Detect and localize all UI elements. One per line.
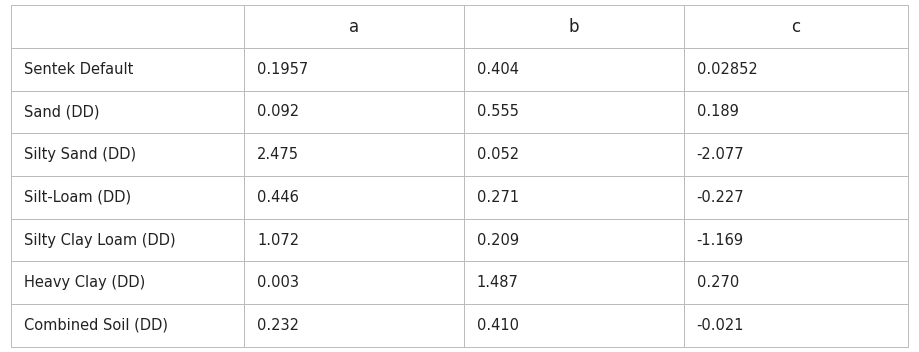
- Text: 0.232: 0.232: [257, 318, 299, 333]
- Text: 0.404: 0.404: [477, 62, 519, 77]
- Bar: [244, 48, 464, 91]
- Text: -0.227: -0.227: [697, 190, 744, 205]
- Bar: [684, 5, 908, 48]
- Text: 0.092: 0.092: [257, 105, 300, 119]
- Text: 0.446: 0.446: [257, 190, 299, 205]
- Text: a: a: [349, 18, 359, 36]
- Bar: [11, 48, 244, 91]
- Bar: [464, 48, 684, 91]
- Bar: [11, 176, 244, 219]
- Text: -0.021: -0.021: [697, 318, 744, 333]
- Bar: [464, 133, 684, 176]
- Bar: [464, 91, 684, 133]
- Text: 0.1957: 0.1957: [257, 62, 309, 77]
- Bar: [244, 91, 464, 133]
- Text: c: c: [791, 18, 800, 36]
- Bar: [244, 133, 464, 176]
- Bar: [244, 5, 464, 48]
- Bar: [684, 133, 908, 176]
- Bar: [464, 261, 684, 304]
- Bar: [11, 219, 244, 261]
- Text: -1.169: -1.169: [697, 233, 743, 247]
- Text: 1.487: 1.487: [477, 275, 518, 290]
- Bar: [244, 261, 464, 304]
- Bar: [464, 5, 684, 48]
- Bar: [11, 91, 244, 133]
- Bar: [464, 176, 684, 219]
- Bar: [684, 91, 908, 133]
- Bar: [244, 176, 464, 219]
- Text: Sentek Default: Sentek Default: [24, 62, 133, 77]
- Bar: [464, 219, 684, 261]
- Bar: [464, 304, 684, 347]
- Text: 0.209: 0.209: [477, 233, 519, 247]
- Text: 0.410: 0.410: [477, 318, 519, 333]
- Text: Sand (DD): Sand (DD): [24, 105, 99, 119]
- Text: 0.270: 0.270: [697, 275, 739, 290]
- Bar: [244, 219, 464, 261]
- Text: Combined Soil (DD): Combined Soil (DD): [24, 318, 168, 333]
- Text: 0.003: 0.003: [257, 275, 299, 290]
- Bar: [11, 304, 244, 347]
- Text: b: b: [569, 18, 579, 36]
- Bar: [11, 261, 244, 304]
- Text: -2.077: -2.077: [697, 147, 744, 162]
- Text: Heavy Clay (DD): Heavy Clay (DD): [24, 275, 145, 290]
- Bar: [11, 133, 244, 176]
- Text: Silty Sand (DD): Silty Sand (DD): [24, 147, 136, 162]
- Bar: [684, 304, 908, 347]
- Text: Silty Clay Loam (DD): Silty Clay Loam (DD): [24, 233, 176, 247]
- Bar: [684, 48, 908, 91]
- Text: 1.072: 1.072: [257, 233, 300, 247]
- Bar: [684, 261, 908, 304]
- Text: 2.475: 2.475: [257, 147, 299, 162]
- Text: Silt-Loam (DD): Silt-Loam (DD): [24, 190, 131, 205]
- Text: 0.189: 0.189: [697, 105, 739, 119]
- Bar: [11, 5, 244, 48]
- Bar: [684, 176, 908, 219]
- Text: 0.052: 0.052: [477, 147, 519, 162]
- Text: 0.271: 0.271: [477, 190, 519, 205]
- Bar: [244, 304, 464, 347]
- Text: 0.02852: 0.02852: [697, 62, 757, 77]
- Text: 0.555: 0.555: [477, 105, 518, 119]
- Bar: [684, 219, 908, 261]
